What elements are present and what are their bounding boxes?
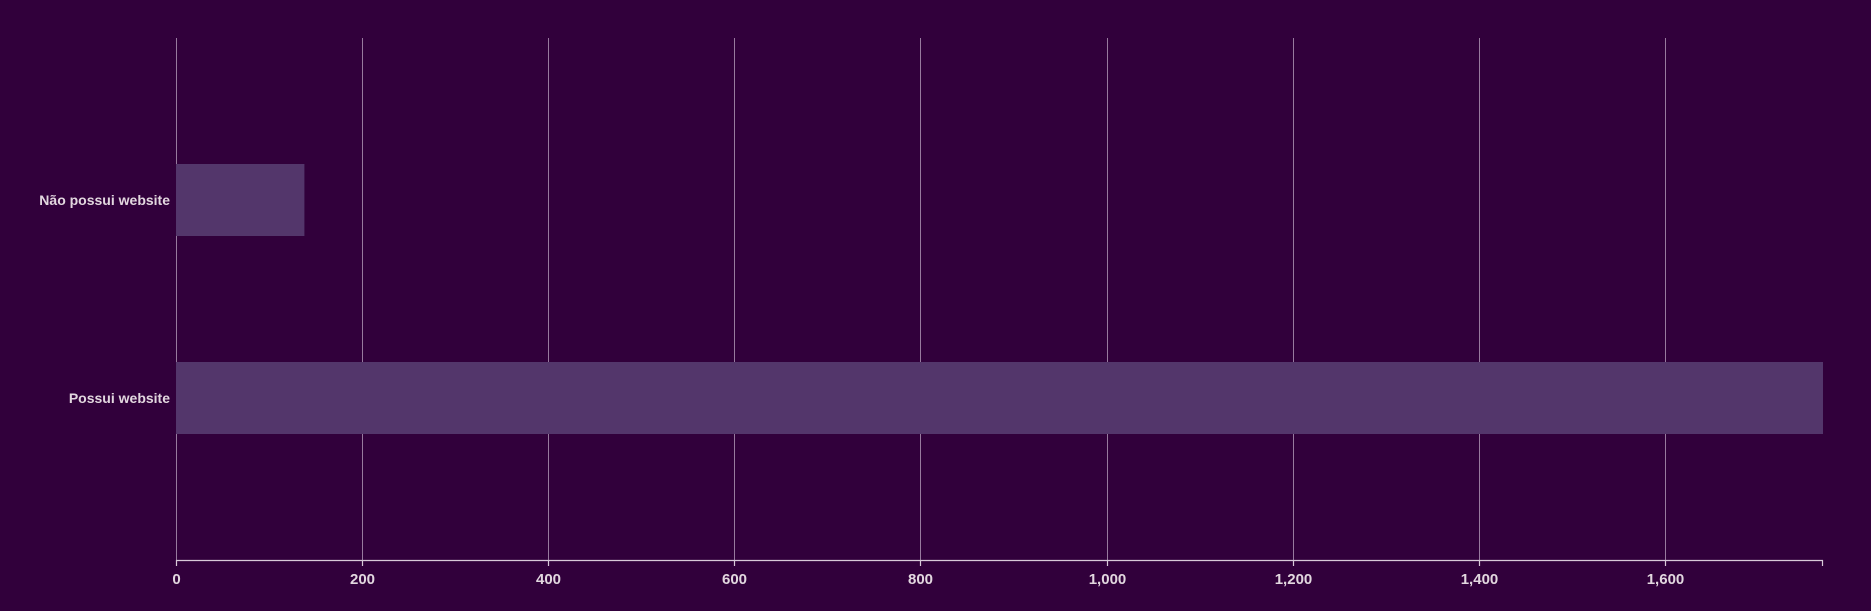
category-label-1: Possui website	[69, 390, 170, 406]
x-tick-label: 400	[536, 571, 561, 588]
x-axis: 0 200 400 600 800 1,000 1,200 1,400 1,600	[172, 559, 1824, 588]
category-labels: Não possui website Possui website	[39, 192, 170, 406]
bar-0[interactable]	[176, 164, 305, 236]
bar-1[interactable]	[176, 362, 1823, 434]
x-tick-label: 600	[722, 571, 747, 588]
x-tick-label: 1,000	[1089, 571, 1127, 588]
bars	[176, 164, 1823, 434]
x-tick-label: 800	[908, 571, 933, 588]
category-label-0: Não possui website	[39, 192, 170, 208]
x-tick-label: 1,600	[1647, 571, 1685, 588]
x-tick-label: 0	[172, 571, 180, 588]
x-tick-label: 200	[350, 571, 375, 588]
x-tick-label: 1,400	[1461, 571, 1499, 588]
gridlines	[176, 38, 1666, 560]
x-tick-label: 1,200	[1275, 571, 1313, 588]
